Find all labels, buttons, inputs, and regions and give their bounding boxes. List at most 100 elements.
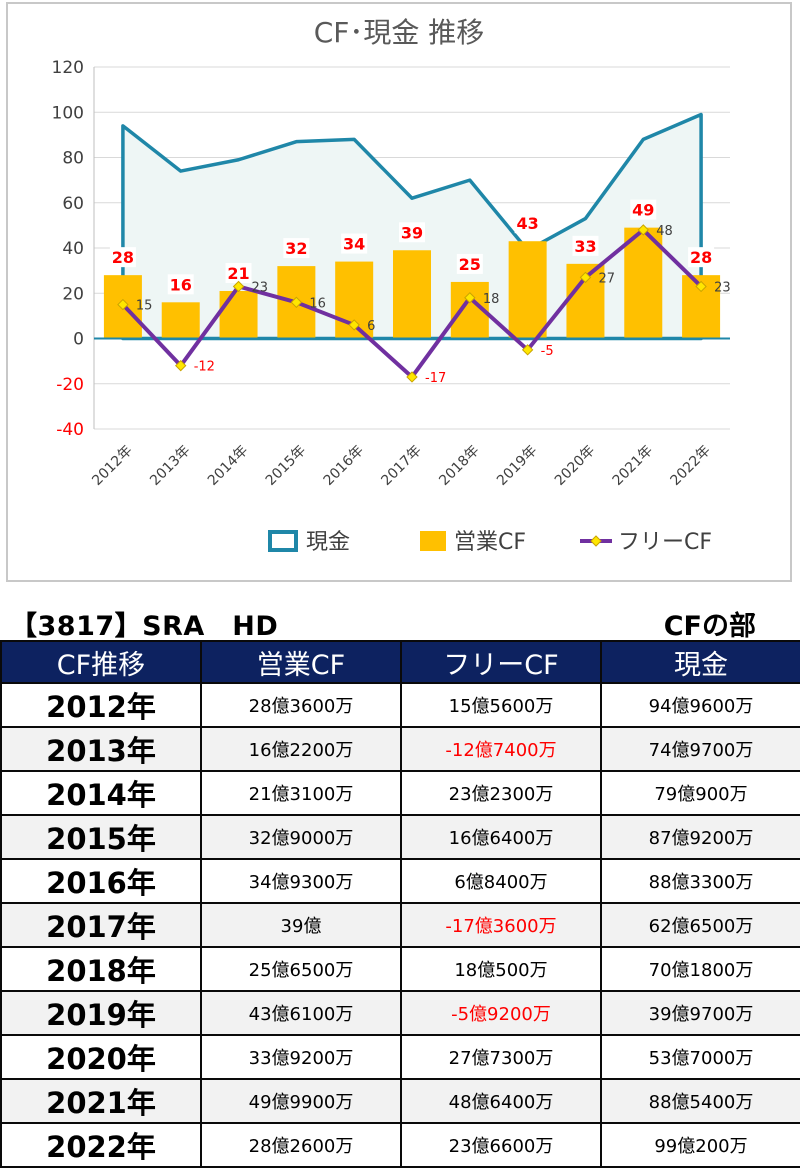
- free-cf-point: [521, 344, 534, 356]
- legend-free-cf-label: フリーCF: [618, 530, 712, 555]
- x-tick-label: 2021年: [610, 443, 656, 489]
- op-cf-value-label: 43: [517, 214, 539, 233]
- cell-cash: 87億9200万: [600, 814, 800, 860]
- table-row: 2012年 28億3600万 15億5600万 94億9600万: [0, 682, 800, 728]
- y-tick-label: -20: [56, 375, 84, 395]
- op-cf-value-label: 16: [170, 275, 192, 294]
- op-cf-value-label: 21: [227, 264, 249, 283]
- cell-year: 2014年: [0, 770, 202, 816]
- company-title: 【3817】SRA HD: [10, 611, 279, 642]
- table-row: 2013年 16億2200万 -12億7400万 74億9700万: [0, 726, 800, 772]
- x-tick-label: 2017年: [378, 443, 424, 489]
- free-cf-point: [348, 319, 360, 331]
- cell-year: 2021年: [0, 1078, 202, 1124]
- cell-free-cf: 6億8400万: [400, 858, 602, 904]
- cell-year: 2019年: [0, 990, 202, 1036]
- cell-free-cf: -5億9200万: [400, 990, 602, 1036]
- table-header-row: CF推移 営業CF フリーCF 現金: [0, 640, 800, 684]
- op-cf-label-bg: [399, 222, 425, 243]
- op-cf-label-bg: [225, 262, 252, 283]
- cell-op-cf: 28億3600万: [200, 682, 402, 728]
- cell-free-cf: 18億500万: [400, 946, 602, 992]
- x-tick-label: 2015年: [263, 443, 309, 489]
- chart-frame: CF･現金 推移 -40 -20 0 20 40 60 80 100 120 28 16 21 32 34 3…: [6, 2, 792, 582]
- op-cf-value-label: 32: [285, 239, 307, 258]
- free-cf-point: [464, 292, 476, 304]
- cell-op-cf: 49億9900万: [200, 1078, 402, 1124]
- free-cf-value-label: 48: [656, 224, 673, 239]
- y-tick-label: 120: [52, 58, 84, 78]
- free-cf-point: [406, 371, 418, 383]
- free-cf-point: [695, 280, 707, 293]
- y-tick-label: 80: [62, 149, 84, 169]
- free-cf-point: [175, 359, 187, 372]
- op-cf-label-bg: [167, 274, 194, 295]
- cell-year: 2018年: [0, 946, 202, 992]
- x-tick-label: 2016年: [321, 443, 367, 489]
- op-cf-label-bg: [572, 235, 599, 256]
- cell-free-cf: 23億6600万: [400, 1122, 602, 1168]
- cell-free-cf: -12億7400万: [400, 726, 602, 772]
- y-tick-label: -40: [56, 420, 84, 440]
- cell-cash: 39億9700万: [600, 990, 800, 1036]
- free-cf-value-label: 16: [309, 296, 326, 311]
- op-cf-value-label: 28: [112, 248, 134, 267]
- cell-free-cf: 48億6400万: [400, 1078, 602, 1124]
- op-cf-bar: [624, 227, 663, 339]
- legend-cash-label: 現金: [306, 530, 350, 555]
- chart-title: CF･現金 推移: [314, 16, 485, 49]
- free-cf-point: [579, 271, 592, 284]
- cell-cash: 79億900万: [600, 770, 800, 816]
- cell-year: 2013年: [0, 726, 202, 772]
- legend-op-cf-swatch: [420, 531, 446, 551]
- free-cf-value-label: 6: [367, 319, 375, 334]
- table-row: 2015年 32億9000万 16億6400万 87億9200万: [0, 814, 800, 860]
- table-row: 2016年 34億9300万 6億8400万 88億3300万: [0, 858, 800, 904]
- free-cf-value-label: 27: [598, 271, 615, 286]
- table-row: 2022年 28億2600万 23億6600万 99億200万: [0, 1122, 800, 1168]
- col-header-free-cf: フリーCF: [400, 640, 602, 684]
- op-cf-label-bg: [109, 247, 136, 268]
- x-tick-label: 2018年: [436, 443, 482, 489]
- x-tick-label: 2013年: [147, 443, 193, 489]
- cell-free-cf: -17億3600万: [400, 902, 602, 948]
- op-cf-value-label: 25: [459, 255, 481, 274]
- cell-free-cf: 15億5600万: [400, 682, 602, 728]
- cell-cash: 88億3300万: [600, 858, 800, 904]
- cell-year: 2016年: [0, 858, 202, 904]
- cell-op-cf: 28億2600万: [200, 1122, 402, 1168]
- col-header-op-cf: 営業CF: [200, 640, 402, 684]
- cell-cash: 94億9600万: [600, 682, 800, 728]
- cell-year: 2012年: [0, 682, 202, 728]
- table-row: 2014年 21億3100万 23億2300万 79億900万: [0, 770, 800, 816]
- x-tick-label: 2019年: [494, 443, 540, 489]
- op-cf-label-bg: [514, 213, 541, 234]
- cell-cash: 99億200万: [600, 1122, 800, 1168]
- cell-cash: 70億1800万: [600, 946, 800, 992]
- y-tick-label: 20: [62, 284, 84, 304]
- op-cf-bar: [219, 290, 258, 339]
- op-cf-bar: [161, 302, 200, 339]
- x-tick-label: 2014年: [205, 443, 251, 489]
- legend-free-cf-marker: [590, 535, 602, 547]
- cell-year: 2022年: [0, 1122, 202, 1168]
- cell-free-cf: 27億7300万: [400, 1034, 602, 1080]
- cell-op-cf: 34億9300万: [200, 858, 402, 904]
- legend-op-cf-label: 営業CF: [454, 530, 526, 555]
- cell-op-cf: 43億6100万: [200, 990, 402, 1036]
- x-tick-label: 2012年: [89, 443, 135, 489]
- table-row: 2017年 39億 -17億3600万 62億6500万: [0, 902, 800, 948]
- free-cf-value-label: 23: [252, 280, 269, 295]
- op-cf-value-label: 33: [574, 237, 596, 256]
- cell-free-cf: 23億2300万: [400, 770, 602, 816]
- op-cf-value-label: 39: [401, 223, 423, 242]
- y-tick-label: 0: [73, 330, 84, 350]
- free-cf-value-label: -12: [194, 360, 215, 375]
- x-tick-label: 2022年: [668, 443, 714, 489]
- y-tick-label: 60: [62, 194, 84, 214]
- free-cf-point: [117, 298, 129, 311]
- y-tick-label: 100: [52, 103, 84, 123]
- free-cf-point: [290, 296, 303, 309]
- cell-op-cf: 21億3100万: [200, 770, 402, 816]
- cell-op-cf: 25億6500万: [200, 946, 402, 992]
